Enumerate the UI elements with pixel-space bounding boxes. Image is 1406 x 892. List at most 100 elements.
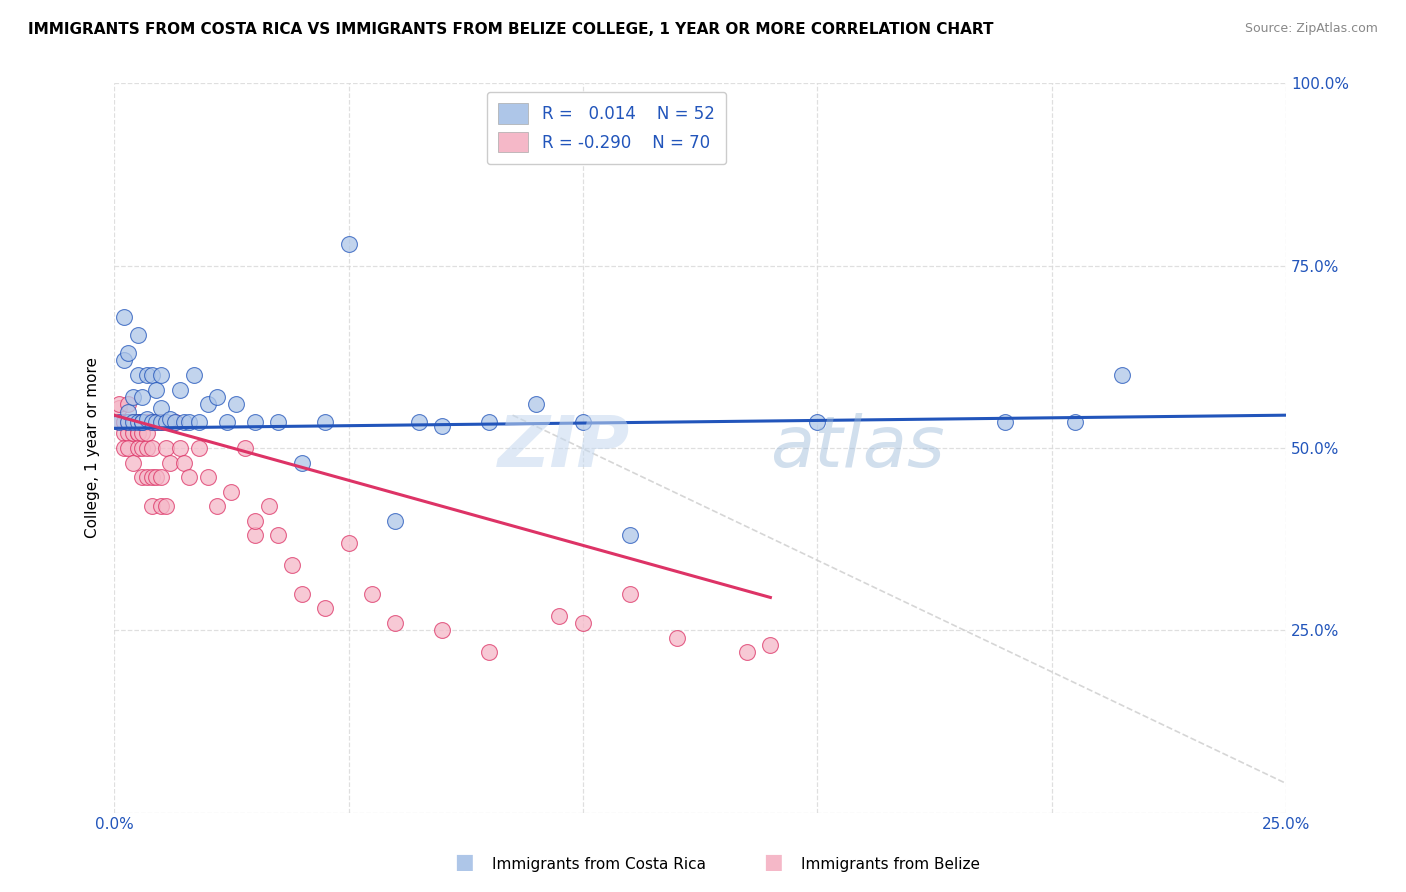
Point [141, 470, 163, 484]
Point [291, 587, 314, 601]
Point [1064, 416, 1087, 430]
Point [117, 416, 139, 430]
Point [112, 426, 135, 441]
Point [159, 412, 181, 426]
Point [384, 615, 406, 630]
Point [131, 426, 153, 441]
Point [150, 470, 173, 484]
Point [432, 624, 454, 638]
Point [131, 416, 153, 430]
Point [179, 416, 201, 430]
Point [136, 470, 159, 484]
Point [131, 470, 153, 484]
Point [112, 416, 135, 430]
Point [215, 416, 238, 430]
Point [122, 456, 145, 470]
Point [112, 310, 135, 324]
Point [207, 390, 229, 404]
Point [117, 346, 139, 360]
Point [122, 426, 145, 441]
Point [117, 416, 139, 430]
Point [243, 514, 266, 528]
Point [112, 353, 135, 368]
Point [337, 236, 360, 251]
Point [127, 426, 149, 441]
Point [165, 416, 187, 430]
Point [759, 638, 782, 652]
Point [314, 416, 336, 430]
Point [806, 416, 828, 430]
Point [478, 416, 501, 430]
Point [112, 441, 135, 455]
Point [735, 645, 758, 659]
Point [281, 558, 304, 572]
Point [136, 416, 159, 430]
Point [197, 397, 219, 411]
Text: Immigrants from Costa Rica: Immigrants from Costa Rica [492, 857, 706, 872]
Point [314, 601, 336, 615]
Point [122, 390, 145, 404]
Point [131, 390, 153, 404]
Point [127, 328, 149, 343]
Legend: R =   0.014    N = 52, R = -0.290    N = 70: R = 0.014 N = 52, R = -0.290 N = 70 [486, 92, 725, 164]
Point [108, 397, 131, 411]
Point [173, 416, 195, 430]
Point [257, 500, 280, 514]
Point [665, 631, 688, 645]
Point [337, 535, 360, 549]
Text: atlas: atlas [770, 414, 945, 483]
Point [524, 397, 547, 411]
Point [155, 416, 177, 430]
Point [165, 416, 187, 430]
Point [145, 416, 167, 430]
Point [197, 470, 219, 484]
Point [169, 383, 191, 397]
Point [548, 608, 571, 623]
Text: ZIP: ZIP [498, 414, 630, 483]
Text: Immigrants from Belize: Immigrants from Belize [801, 857, 980, 872]
Point [665, 112, 688, 127]
Point [994, 416, 1017, 430]
Point [122, 416, 145, 430]
Point [145, 470, 167, 484]
Point [127, 426, 149, 441]
Text: IMMIGRANTS FROM COSTA RICA VS IMMIGRANTS FROM BELIZE COLLEGE, 1 YEAR OR MORE COR: IMMIGRANTS FROM COSTA RICA VS IMMIGRANTS… [28, 22, 994, 37]
Point [267, 416, 290, 430]
Point [183, 368, 205, 382]
Point [173, 456, 195, 470]
Point [572, 416, 595, 430]
Point [108, 416, 131, 430]
Point [361, 587, 384, 601]
Point [131, 441, 153, 455]
Point [117, 404, 139, 418]
Point [221, 484, 243, 499]
Point [136, 426, 159, 441]
Point [141, 416, 163, 430]
Text: Source: ZipAtlas.com: Source: ZipAtlas.com [1244, 22, 1378, 36]
Text: ■: ■ [763, 853, 783, 872]
Point [117, 441, 139, 455]
Point [141, 368, 163, 382]
Point [117, 426, 139, 441]
Point [145, 416, 167, 430]
Point [432, 419, 454, 434]
Point [159, 456, 181, 470]
Point [131, 416, 153, 430]
Point [384, 514, 406, 528]
Point [141, 500, 163, 514]
Point [207, 500, 229, 514]
Point [169, 441, 191, 455]
Point [117, 416, 139, 430]
Point [136, 412, 159, 426]
Point [141, 416, 163, 430]
Point [408, 416, 430, 430]
Point [155, 500, 177, 514]
Point [141, 441, 163, 455]
Point [225, 397, 247, 411]
Y-axis label: College, 1 year or more: College, 1 year or more [86, 358, 100, 539]
Point [291, 456, 314, 470]
Point [187, 416, 209, 430]
Point [127, 416, 149, 430]
Point [150, 416, 173, 430]
Point [619, 587, 641, 601]
